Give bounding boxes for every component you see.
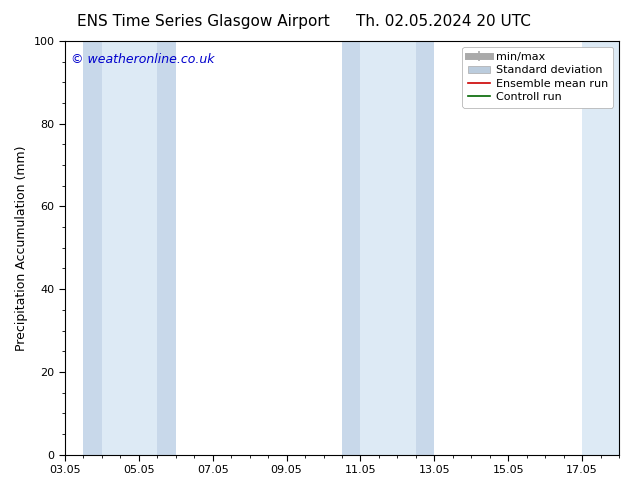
Bar — [157, 41, 176, 455]
Text: © weatheronline.co.uk: © weatheronline.co.uk — [70, 53, 214, 67]
Legend: min/max, Standard deviation, Ensemble mean run, Controll run: min/max, Standard deviation, Ensemble me… — [462, 47, 614, 108]
Bar — [342, 41, 361, 455]
Y-axis label: Precipitation Accumulation (mm): Precipitation Accumulation (mm) — [15, 145, 28, 350]
Text: ENS Time Series Glasgow Airport: ENS Time Series Glasgow Airport — [77, 14, 329, 29]
Bar — [361, 41, 416, 455]
Bar — [84, 41, 102, 455]
Bar — [582, 41, 619, 455]
Bar — [102, 41, 157, 455]
Text: Th. 02.05.2024 20 UTC: Th. 02.05.2024 20 UTC — [356, 14, 531, 29]
Bar — [416, 41, 434, 455]
